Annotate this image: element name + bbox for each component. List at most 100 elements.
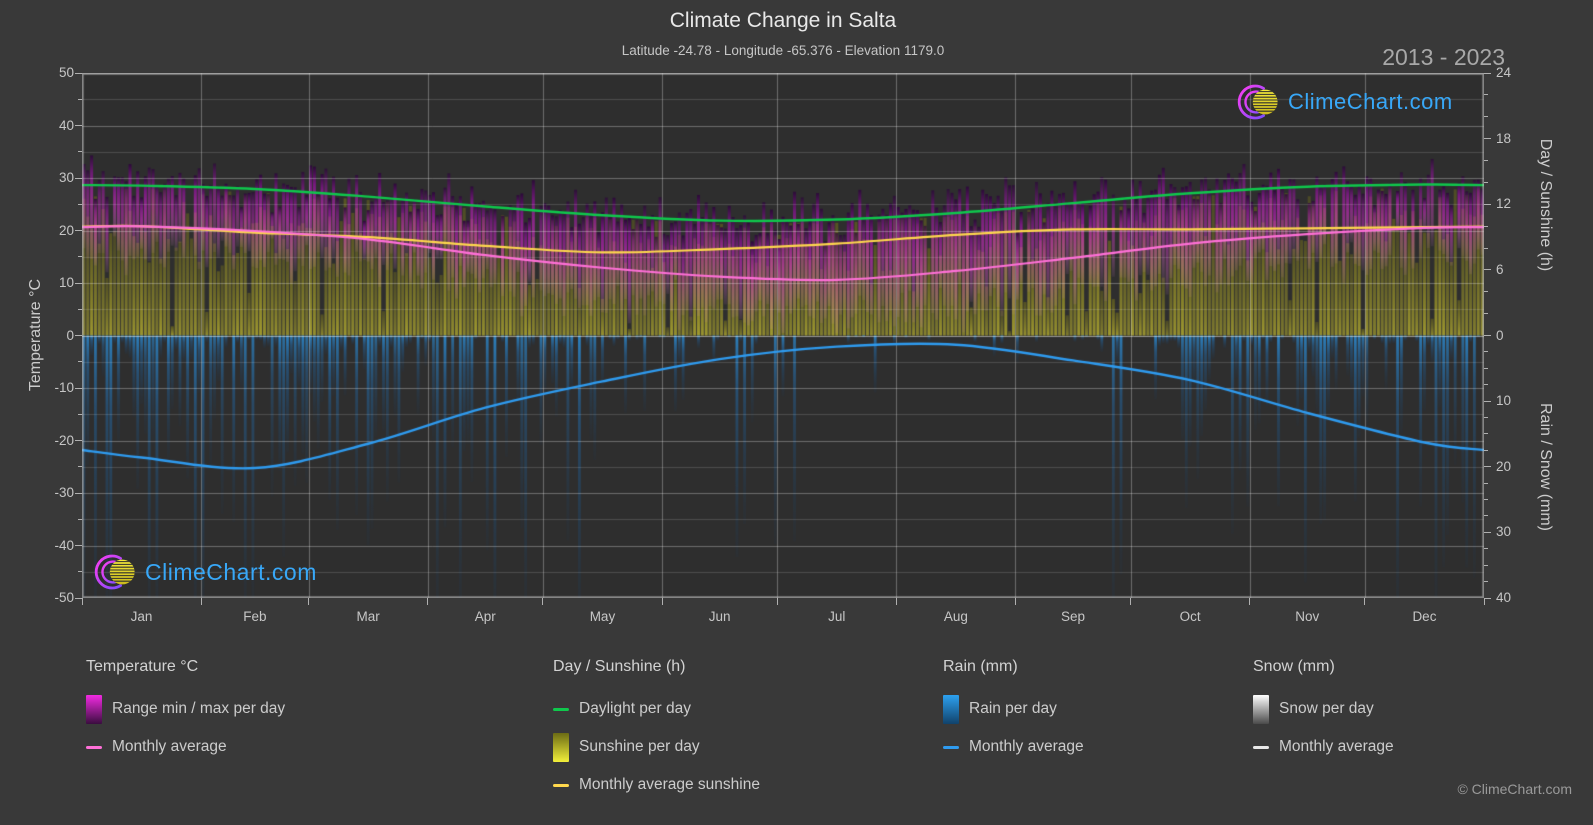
left-axis-title: Temperature °C — [27, 278, 44, 392]
climate-chart-canvas[interactable] — [82, 73, 1484, 598]
y-tick-temperature — [75, 545, 82, 546]
watermark-text: ClimeChart.com — [1288, 89, 1453, 114]
y-tick-minor-rain-snow — [1484, 417, 1488, 419]
legend-group-rain-mm: Rain (mm) Rain per day Monthly average — [943, 652, 1084, 766]
legend-item-monthly-average: Monthly average — [86, 728, 285, 766]
y-tick-minor-day-sunshine — [1484, 116, 1488, 118]
y-tick-day-sunshine — [1484, 335, 1491, 336]
y-tick-minor-day-sunshine — [1484, 225, 1488, 227]
legend-item-label: Rain per day — [969, 700, 1057, 717]
x-tick-label-month: Jan — [130, 609, 153, 624]
legend-group-snow-mm: Snow (mm) Snow per day Monthly average — [1253, 652, 1394, 766]
x-tick-label-month: Nov — [1295, 609, 1320, 624]
x-tick-label-month: Oct — [1179, 609, 1201, 624]
y-tick-minor-rain-snow — [1484, 449, 1488, 451]
y-tick-temperature — [75, 125, 82, 126]
x-tick-month — [1364, 598, 1366, 605]
year-range: 2013 - 2023 — [1382, 44, 1505, 70]
y-tick-minor-rain-snow — [1484, 351, 1488, 353]
legend-swatch-line — [86, 745, 102, 749]
legend-group-title: Snow (mm) — [1253, 658, 1335, 675]
legend-group-day-sunshine-h: Day / Sunshine (h) Daylight per day Sunshi… — [553, 652, 760, 804]
legend-swatch-bar — [553, 732, 569, 762]
y-tick-minor-temperature — [78, 413, 82, 415]
y-tick-minor-rain-snow — [1484, 433, 1488, 435]
climechart-logo-icon — [1237, 84, 1278, 120]
y-tick-rain-snow — [1484, 597, 1491, 599]
legend-item-snow-per-day: Snow per day — [1253, 690, 1394, 728]
y-tick-temperature — [75, 492, 82, 494]
y-tick-rain-snow — [1484, 531, 1491, 533]
legend-swatch-line — [553, 783, 569, 787]
legend-item-label: Range min / max per day — [112, 700, 286, 717]
legend-swatch-line — [553, 707, 569, 711]
y-tick-temperature — [75, 72, 82, 74]
y-tick-temperature — [75, 177, 82, 179]
watermark-bottom-left[interactable]: ClimeChart.com — [92, 552, 317, 592]
y-tick-label-temperature: 0 — [66, 327, 74, 343]
y-tick-minor-rain-snow — [1484, 367, 1488, 369]
legend-item-rain-per-day: Rain per day — [943, 690, 1084, 728]
y-tick-label-rain-snow: 40 — [1496, 590, 1512, 605]
x-tick-month — [427, 598, 429, 605]
watermark-top-right[interactable]: ClimeChart.com — [1235, 82, 1453, 122]
copyright-text: © ClimeChart.com — [1457, 781, 1572, 797]
y-tick-label-temperature: 40 — [58, 117, 74, 133]
x-tick-month — [200, 598, 202, 605]
y-tick-day-sunshine — [1484, 269, 1491, 271]
y-tick-minor-rain-snow — [1484, 384, 1488, 386]
y-tick-minor-day-sunshine — [1484, 181, 1488, 183]
y-tick-label-rain-snow: 20 — [1496, 458, 1512, 474]
legend-item-label: Snow per day — [1279, 700, 1374, 717]
y-tick-temperature — [75, 597, 82, 599]
y-tick-minor-temperature — [78, 466, 82, 468]
legend-item-monthly-average: Monthly average — [1253, 728, 1394, 766]
y-tick-day-sunshine — [1484, 72, 1491, 74]
legend-group-title: Day / Sunshine (h) — [553, 658, 686, 675]
legend-item-range-min-max-per-day: Range min / max per day — [86, 690, 285, 728]
y-tick-label-temperature: -20 — [54, 432, 74, 448]
y-tick-minor-day-sunshine — [1484, 94, 1488, 96]
y-tick-rain-snow — [1484, 400, 1491, 402]
y-tick-minor-day-sunshine — [1484, 247, 1488, 249]
y-tick-day-sunshine — [1484, 203, 1491, 205]
y-tick-day-sunshine — [1484, 138, 1491, 140]
y-tick-label-temperature: -50 — [54, 590, 74, 605]
y-tick-minor-temperature — [78, 361, 82, 363]
page-subtitle: Latitude -24.78 - Longitude -65.376 - El… — [621, 43, 945, 58]
y-tick-minor-day-sunshine — [1484, 160, 1488, 161]
right-axis-title-day-sunshine: Day / Sunshine (h) — [1537, 138, 1554, 272]
x-tick-month — [1483, 598, 1485, 605]
y-tick-label-temperature: 20 — [58, 222, 74, 238]
legend-group-title: Temperature °C — [86, 658, 199, 675]
y-tick-label-temperature: -40 — [54, 537, 74, 553]
y-tick-rain-snow — [1484, 466, 1491, 468]
x-tick-label-month: Aug — [943, 609, 968, 624]
y-tick-minor-day-sunshine — [1484, 291, 1488, 293]
y-tick-temperature — [75, 440, 82, 441]
y-tick-minor-temperature — [78, 518, 82, 520]
x-tick-month — [1130, 598, 1132, 605]
y-tick-minor-rain-snow — [1484, 499, 1488, 501]
legend-swatch-bar — [1253, 694, 1269, 724]
legend-group-title: Rain (mm) — [943, 658, 1018, 675]
legend-item-sunshine-per-day: Sunshine per day — [553, 728, 760, 766]
x-tick-month — [661, 598, 663, 605]
legend-item-label: Monthly average — [1279, 738, 1394, 755]
legend-item-label: Monthly average sunshine — [579, 776, 760, 793]
y-tick-minor-temperature — [78, 151, 82, 153]
x-tick-label-month: Jul — [828, 609, 846, 624]
y-tick-temperature — [75, 335, 82, 336]
y-tick-label-temperature: -30 — [54, 485, 74, 500]
y-tick-minor-rain-snow — [1484, 581, 1488, 583]
y-tick-label-day-sunshine: 0 — [1496, 327, 1504, 343]
legend-item-monthly-average-sunshine: Monthly average sunshine — [553, 766, 760, 804]
y-tick-label-day-sunshine: 12 — [1496, 196, 1512, 212]
plot-area — [82, 73, 1484, 598]
y-tick-temperature — [75, 282, 82, 284]
y-tick-minor-temperature — [78, 571, 82, 573]
legend-item-label: Monthly average — [969, 738, 1084, 755]
y-tick-temperature — [75, 387, 82, 389]
x-tick-label-month: Jun — [708, 609, 731, 624]
